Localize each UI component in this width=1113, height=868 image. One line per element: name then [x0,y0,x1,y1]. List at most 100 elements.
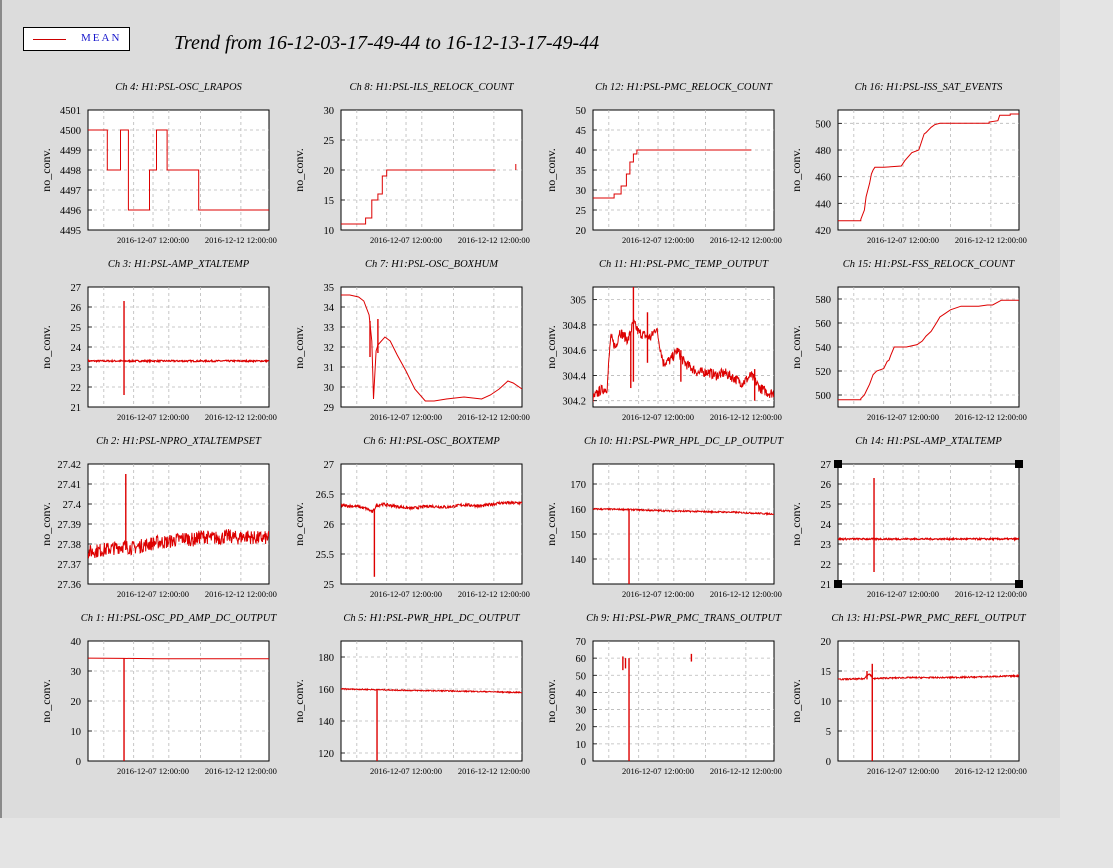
y-tick-label: 26 [324,520,335,531]
x-tick-label: 2016-12-07 12:00:00 [867,235,939,245]
y-tick-label: 480 [815,146,831,157]
x-tick-label: 2016-12-07 12:00:00 [370,235,442,245]
y-tick-label: 20 [576,226,587,237]
y-tick-label: 34 [324,303,335,314]
chart-title: Ch 4: H1:PSL-OSC_LRAPOS [115,82,242,93]
chart-panel: Ch 16: H1:PSL-ISS_SAT_EVENTS 420 440 460 480… [789,82,1027,245]
y-tick-label: 27 [324,460,335,471]
y-axis-label: no_conv. [789,679,803,723]
chart-panel: Ch 5: H1:PSL-PWR_HPL_DC_OUTPUT 120 140 160 1… [292,613,530,776]
chart-title: Ch 7: H1:PSL-OSC_BOXHUM [365,259,499,270]
y-tick-label: 4498 [60,166,81,177]
y-tick-label: 4499 [60,146,81,157]
chart-panel: Ch 15: H1:PSL-FSS_RELOCK_COUNT 500 520 540 5… [789,259,1027,422]
y-tick-label: 27.39 [57,520,81,531]
y-tick-label: 304.6 [562,346,586,357]
series-line [838,299,1019,401]
chart-title: Ch 6: H1:PSL-OSC_BOXTEMP [363,436,500,447]
series-group [593,149,752,199]
x-tick-label: 2016-12-12 12:00:00 [955,766,1027,776]
y-axis-label: no_conv. [292,325,306,369]
y-tick-label: 27 [71,283,82,294]
series-group [593,507,774,584]
plot-canvas: MEAN Trend from 16-12-03-17-49-44 to 16-… [0,0,1027,818]
y-tick-label: 420 [815,226,831,237]
y-tick-label: 15 [324,196,335,207]
y-tick-label: 40 [576,146,587,157]
series-group [341,500,522,577]
y-axis-label: no_conv. [292,679,306,723]
series-group [88,129,269,211]
y-tick-label: 27 [821,460,832,471]
chart-title: Ch 14: H1:PSL-AMP_XTALTEMP [855,436,1002,447]
x-tick-label: 2016-12-12 12:00:00 [710,766,782,776]
y-tick-label: 32 [324,343,335,354]
y-tick-label: 60 [576,654,587,665]
y-tick-label: 440 [815,199,831,210]
legend-label: MEAN [81,32,122,44]
y-tick-label: 170 [570,480,586,491]
series-group [88,301,269,395]
x-tick-label: 2016-12-12 12:00:00 [710,589,782,599]
x-tick-label: 2016-12-07 12:00:00 [370,412,442,422]
chart-title: Ch 12: H1:PSL-PMC_RELOCK_COUNT [595,82,773,93]
series-group [341,687,522,761]
y-tick-label: 540 [815,343,831,354]
series-group [593,287,774,403]
y-tick-label: 27.38 [57,540,81,551]
y-tick-label: 0 [581,757,586,768]
y-tick-label: 580 [815,295,831,306]
y-tick-label: 4497 [60,186,81,197]
y-axis-label: no_conv. [39,502,53,546]
series-line [88,358,269,364]
series-line [838,113,1019,222]
y-tick-label: 26 [71,303,82,314]
y-tick-label: 22 [821,560,832,571]
y-tick-label: 30 [576,186,587,197]
x-tick-label: 2016-12-07 12:00:00 [867,766,939,776]
y-tick-label: 140 [570,555,586,566]
x-tick-label: 2016-12-07 12:00:00 [117,412,189,422]
y-tick-label: 20 [821,637,832,648]
y-axis-label: no_conv. [544,325,558,369]
chart-panel: Ch 10: H1:PSL-PWR_HPL_DC_LP_OUTPUT 140 150… [544,436,784,599]
y-axis-label: no_conv. [789,502,803,546]
y-axis-label: no_conv. [39,148,53,192]
y-tick-label: 22 [71,383,82,394]
y-tick-label: 20 [324,166,335,177]
series-line [593,507,774,516]
y-tick-label: 35 [324,283,335,294]
y-tick-label: 500 [815,119,831,130]
y-tick-label: 20 [576,723,587,734]
y-tick-label: 180 [318,653,334,664]
y-tick-label: 25 [71,323,82,334]
series-group [838,113,1019,222]
y-tick-label: 45 [576,126,587,137]
y-tick-label: 560 [815,319,831,330]
y-tick-label: 27.37 [57,560,81,571]
x-tick-label: 2016-12-12 12:00:00 [458,235,530,245]
selection-handle [1015,460,1023,468]
series-group [838,299,1019,401]
x-tick-label: 2016-12-12 12:00:00 [205,235,277,245]
series-line [341,687,522,694]
chart-panel: Ch 7: H1:PSL-OSC_BOXHUM 29 30 31 32 33 34 35 201… [292,259,530,422]
plot-area [592,463,775,585]
y-tick-label: 4496 [60,206,81,217]
chart-title: Ch 3: H1:PSL-AMP_XTALTEMP [108,259,250,270]
y-tick-label: 50 [576,671,587,682]
chart-title: Ch 13: H1:PSL-PWR_PMC_REFL_OUTPUT [831,613,1026,624]
y-tick-label: 30 [324,106,335,117]
plot-area [592,286,775,408]
x-tick-label: 2016-12-07 12:00:00 [622,412,694,422]
series-line [341,500,522,514]
chart-title: Ch 10: H1:PSL-PWR_HPL_DC_LP_OUTPUT [584,436,784,447]
series-line [838,673,1019,681]
series-line [341,294,522,402]
y-tick-label: 21 [821,580,832,591]
x-tick-label: 2016-12-12 12:00:00 [205,766,277,776]
y-tick-label: 4500 [60,126,81,137]
y-tick-label: 40 [71,637,82,648]
chart-panel: Ch 4: H1:PSL-OSC_LRAPOS 4495 4496 4497 4498 4… [39,82,277,245]
y-tick-label: 304.2 [562,397,586,408]
